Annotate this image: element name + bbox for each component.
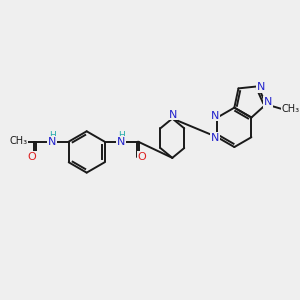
Text: N: N [211, 133, 220, 143]
Text: N: N [48, 136, 56, 147]
Text: N: N [169, 110, 178, 120]
Text: CH₃: CH₃ [10, 136, 28, 146]
Text: H: H [49, 131, 56, 140]
Text: N: N [257, 82, 265, 92]
Text: H: H [118, 131, 125, 140]
Text: CH₃: CH₃ [282, 104, 300, 114]
Text: N: N [211, 110, 220, 121]
Text: O: O [138, 152, 146, 162]
Text: O: O [27, 152, 36, 162]
Text: N: N [117, 136, 125, 147]
Text: N: N [264, 98, 272, 107]
